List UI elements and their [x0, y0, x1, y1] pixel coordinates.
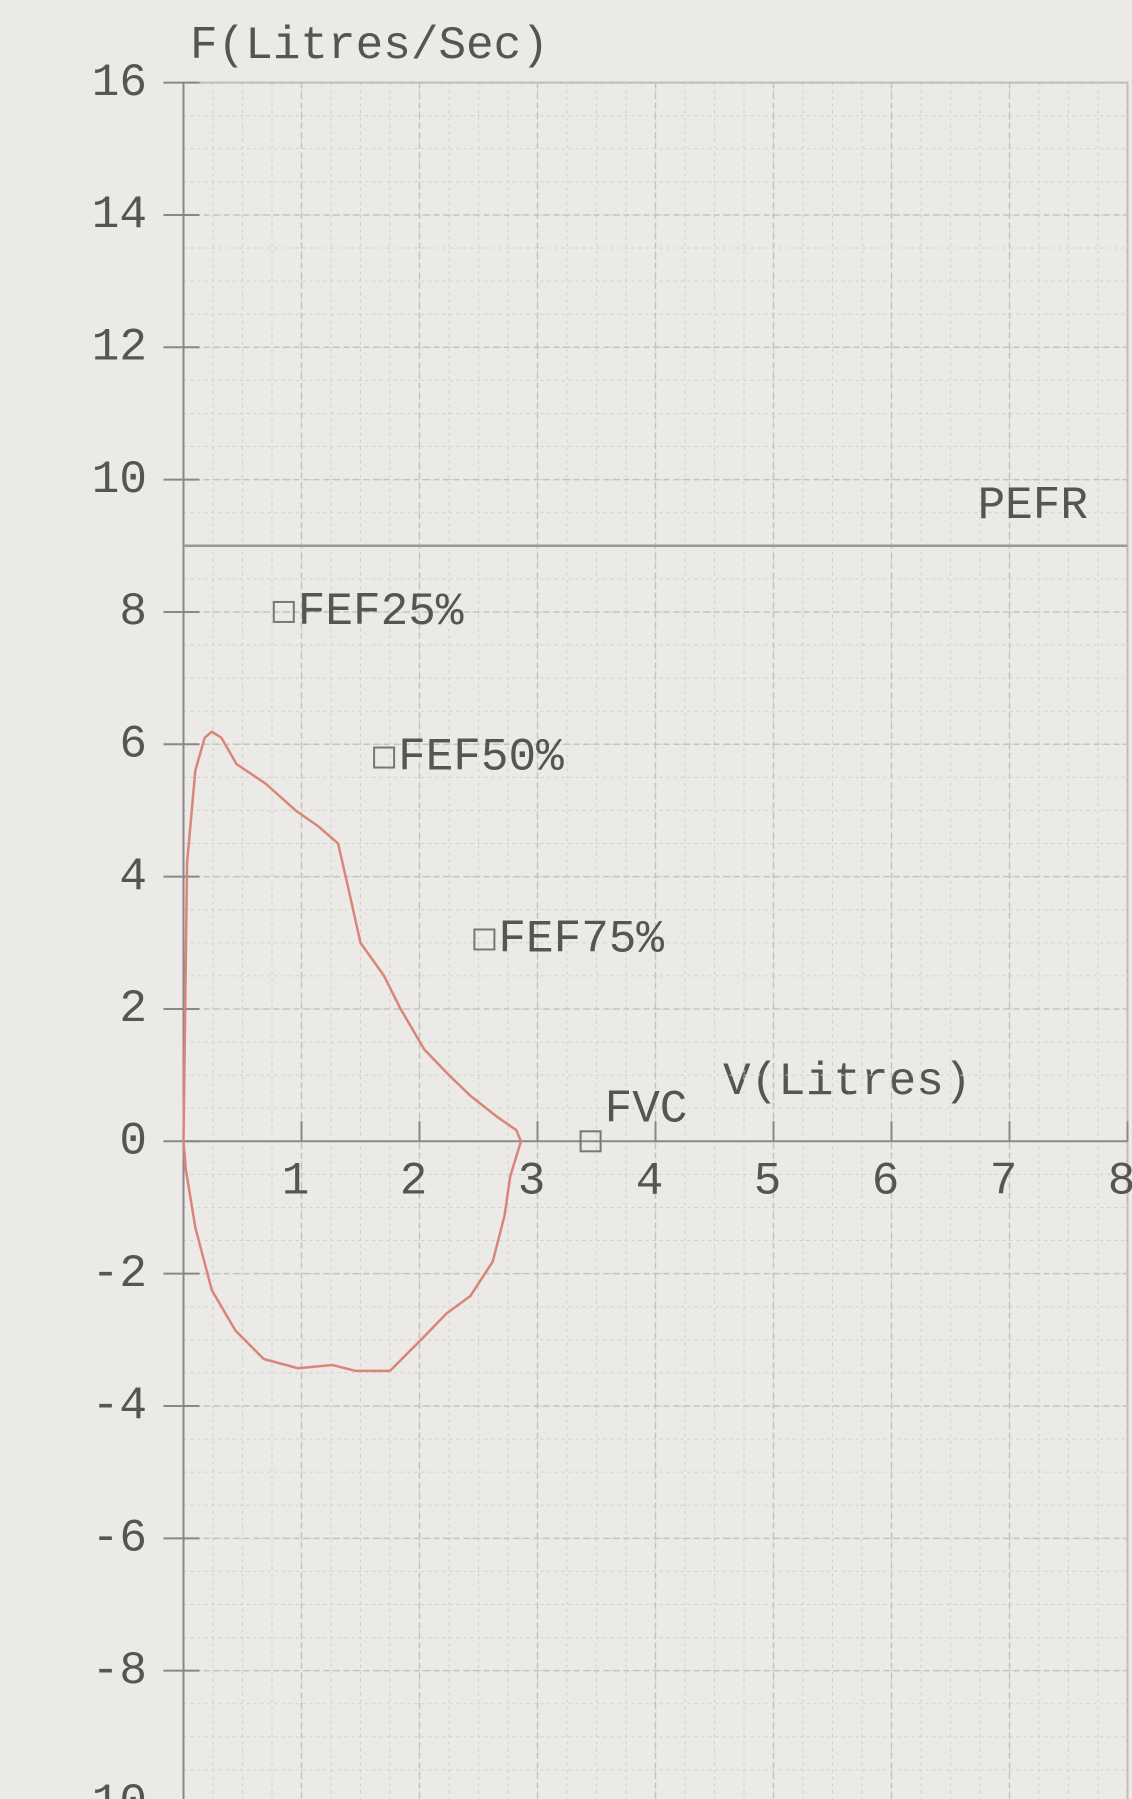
- predicted-marker: [473, 928, 496, 951]
- x-tick-label: 4: [636, 1155, 664, 1207]
- y-tick-label: -4: [92, 1380, 147, 1432]
- marker-label: FEF25%: [298, 586, 464, 638]
- x-tick-label: 6: [872, 1155, 900, 1207]
- pefr-label: PEFR: [978, 480, 1088, 532]
- y-tick-label: -10: [64, 1777, 147, 1799]
- y-tick-label: -2: [92, 1248, 147, 1300]
- x-axis-title: V(Litres): [723, 1056, 971, 1108]
- x-tick-label: 1: [282, 1155, 310, 1207]
- y-axis-title: F(Litres/Sec): [190, 20, 549, 72]
- marker-label: FVC: [605, 1083, 688, 1135]
- x-tick-label: 2: [400, 1155, 428, 1207]
- flow-volume-loop: [182, 730, 523, 1373]
- y-tick-label: 12: [92, 321, 147, 373]
- x-tick-label: 5: [754, 1155, 782, 1207]
- y-tick-label: 0: [119, 1115, 147, 1167]
- x-tick-label: 8: [1108, 1155, 1132, 1207]
- predicted-marker: [373, 746, 396, 769]
- y-tick-label: 14: [92, 189, 147, 241]
- y-tick-label: 10: [92, 454, 147, 506]
- x-tick-label: 7: [990, 1155, 1018, 1207]
- predicted-marker: [579, 1130, 602, 1153]
- marker-label: FEF75%: [498, 914, 664, 966]
- y-tick-label: 16: [92, 57, 147, 109]
- x-tick-label: 3: [518, 1155, 546, 1207]
- marker-label: FEF50%: [398, 732, 564, 784]
- predicted-marker: [272, 600, 295, 623]
- y-tick-label: -6: [92, 1512, 147, 1564]
- y-tick-label: -8: [92, 1645, 147, 1697]
- y-tick-label: 2: [119, 983, 147, 1035]
- y-tick-label: 8: [119, 586, 147, 638]
- y-tick-label: 6: [119, 718, 147, 770]
- y-tick-label: 4: [119, 851, 147, 903]
